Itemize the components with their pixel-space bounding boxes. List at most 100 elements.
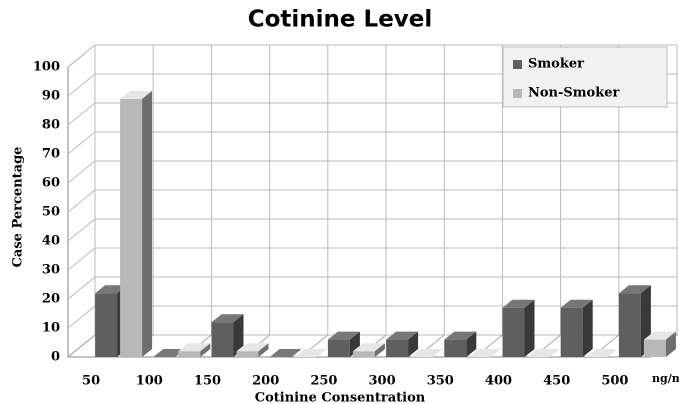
grid-line (67, 160, 677, 184)
legend-box (502, 46, 668, 108)
bar-side (233, 314, 244, 357)
bar-top (178, 343, 211, 352)
y-tick-label: 100 (33, 60, 60, 75)
bar-top (469, 349, 502, 357)
y-tick-label: 10 (42, 321, 60, 336)
bar-top (386, 331, 419, 340)
x-tick-label: 150 (194, 374, 221, 389)
bar-top (352, 343, 385, 352)
unit-annotation: ng/mL (652, 372, 679, 385)
bar (643, 331, 676, 357)
x-tick-label: 200 (252, 374, 279, 389)
bar-front (95, 293, 118, 357)
x-tick-label: 250 (310, 374, 337, 389)
bar-front (352, 351, 375, 357)
bar-front (120, 98, 143, 358)
bar-front (502, 307, 525, 357)
bar (178, 343, 211, 357)
bar-side (258, 343, 269, 357)
x-tick-label: 450 (543, 374, 570, 389)
bar-top (444, 331, 477, 340)
x-tick-label: 100 (136, 374, 163, 389)
bar-front (386, 339, 409, 357)
bar (585, 349, 618, 357)
bar-side (374, 343, 385, 357)
bar-front (327, 339, 350, 357)
bar (502, 299, 535, 357)
bar (236, 343, 269, 357)
bar-side (466, 331, 477, 357)
x-tick-label: 300 (369, 374, 396, 389)
legend-label: Smoker (528, 57, 584, 72)
bar-top (236, 343, 269, 352)
bar (527, 349, 560, 357)
bar-top (269, 349, 302, 357)
bar (352, 343, 385, 357)
bar-front (444, 339, 467, 357)
bar (211, 314, 244, 357)
bar-front (211, 322, 234, 357)
bar-side (582, 299, 593, 357)
y-tick-label: 0 (51, 350, 60, 365)
x-tick-label: 350 (427, 374, 454, 389)
grid-line (67, 189, 677, 213)
bar-top (211, 314, 244, 323)
x-tick-label: 500 (601, 374, 628, 389)
y-tick-label: 30 (42, 263, 60, 278)
bar (294, 349, 327, 357)
grid-line (67, 131, 677, 155)
legend-label: Non-Smoker (528, 86, 619, 101)
y-tick-label: 60 (42, 176, 60, 191)
bar-side (408, 331, 419, 357)
x-tick-label: 400 (485, 374, 512, 389)
y-tick-label: 90 (42, 89, 60, 104)
bar-top (411, 349, 444, 357)
bar (560, 299, 593, 357)
bar (411, 349, 444, 357)
bar-side (142, 90, 153, 358)
bar-top (327, 331, 360, 340)
bar (120, 90, 153, 358)
bar-front (178, 351, 201, 357)
grid-line (67, 276, 677, 300)
y-tick-label: 40 (42, 234, 60, 249)
bar (269, 349, 302, 357)
bar-top (502, 299, 535, 308)
bar-top (643, 331, 676, 340)
bar-top (527, 349, 560, 357)
grid-line (67, 247, 677, 271)
bar-front (560, 307, 583, 357)
legend-swatch (513, 60, 522, 69)
x-axis-label: Cotinine Consentration (255, 391, 426, 404)
legend: Smoker Non-Smoker (502, 46, 668, 108)
floor-divider (67, 334, 96, 358)
y-tick-label: 20 (42, 292, 60, 307)
bar-side (200, 343, 211, 357)
y-tick-label: 70 (42, 147, 60, 162)
bar-top (120, 90, 153, 99)
bar-side (524, 299, 535, 357)
bar (618, 285, 651, 357)
bar-top (294, 349, 327, 357)
x-tick-label: 50 (82, 374, 100, 389)
bar-top (153, 349, 186, 357)
bar (386, 331, 419, 357)
bar-front (236, 351, 259, 357)
bar-top (95, 285, 128, 294)
bar-top (585, 349, 618, 357)
y-tick-label: 80 (42, 118, 60, 133)
bar-top (618, 285, 651, 294)
legend-swatch (513, 89, 522, 98)
bar-front (643, 339, 666, 357)
bar-top (560, 299, 593, 308)
y-tick-label: 50 (42, 205, 60, 220)
chart-title: Cotinine Level (248, 7, 433, 33)
bar (469, 349, 502, 357)
y-axis-label: Case Percentage (11, 147, 26, 268)
bar-front (618, 293, 641, 357)
bar (444, 331, 477, 357)
grid-line (67, 218, 677, 242)
bar (153, 349, 186, 357)
bar-side (665, 331, 676, 357)
